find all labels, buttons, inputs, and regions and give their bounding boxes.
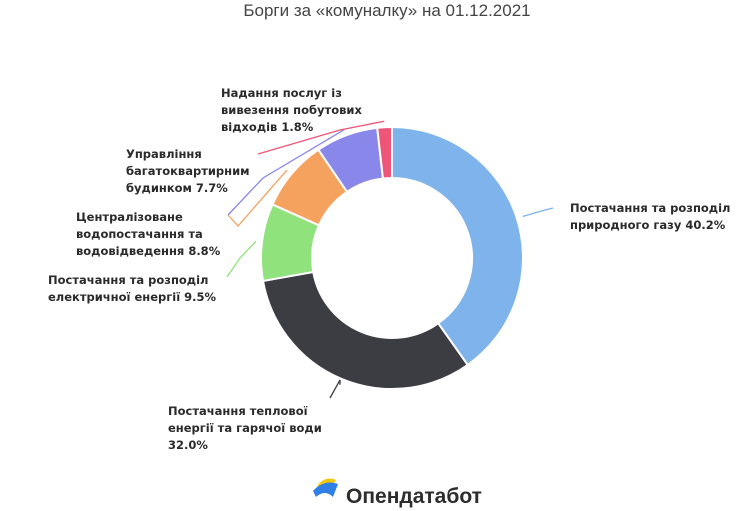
slice-label-line: будинком 7.7% xyxy=(126,181,228,195)
slice-labels: Постачання та розподіл природного газу 40… xyxy=(48,86,730,452)
slice-label-line: вивезення побутових xyxy=(221,103,362,117)
slice-label-line: Постачання та розподіл xyxy=(48,273,208,287)
brand-name: Опендатабот xyxy=(346,485,482,508)
slice-label-line: відходів 1.8% xyxy=(221,120,314,134)
slice-label: Централізоване водопостачання та водовідве… xyxy=(76,210,221,258)
slice-label-line: Постачання та розподіл xyxy=(570,201,730,215)
opendatabot-logo-icon xyxy=(313,478,338,497)
slice-label: Постачання теплової енергії та гарячої во… xyxy=(168,404,322,452)
donut-slice xyxy=(261,270,470,390)
leader-line xyxy=(226,240,257,278)
donut-slice xyxy=(391,125,524,367)
donut-slices xyxy=(260,125,524,390)
leader-line xyxy=(329,379,341,399)
leader-line xyxy=(257,120,385,155)
chart-title: Борги за «комуналку» на 01.12.2021 xyxy=(243,1,530,20)
slice-label-line: Надання послуг із xyxy=(221,86,342,100)
slice-label: Постачання та розподіл природного газу 40… xyxy=(570,201,730,232)
brand-footer: Опендатабот xyxy=(313,478,482,508)
slice-label-line: багатоквартирним xyxy=(126,164,250,178)
slice-label: Надання послуг із вивезення побутових відх… xyxy=(221,86,362,134)
slice-label-line: Централізоване xyxy=(76,210,183,224)
slice-label-line: 32.0% xyxy=(168,438,208,452)
leader-line xyxy=(227,128,345,216)
slice-label-line: природного газу 40.2% xyxy=(570,218,726,232)
slice-label-line: енергії та гарячої води xyxy=(168,421,322,435)
donut-slice xyxy=(376,125,393,180)
slice-label: Управління багатоквартирним будинком 7.7% xyxy=(126,147,250,195)
slice-label-line: Управління xyxy=(126,147,202,161)
slice-label: Постачання та розподіл електричної енергі… xyxy=(48,273,217,304)
leader-line xyxy=(522,207,554,218)
leader-line xyxy=(227,169,288,227)
slice-label-line: водовідведення 8.8% xyxy=(76,244,221,258)
slice-label-line: водопостачання та xyxy=(76,227,203,241)
leader-lines xyxy=(226,120,554,399)
slice-label-line: електричної енергії 9.5% xyxy=(48,290,217,304)
slice-label-line: Постачання теплової xyxy=(168,404,308,418)
